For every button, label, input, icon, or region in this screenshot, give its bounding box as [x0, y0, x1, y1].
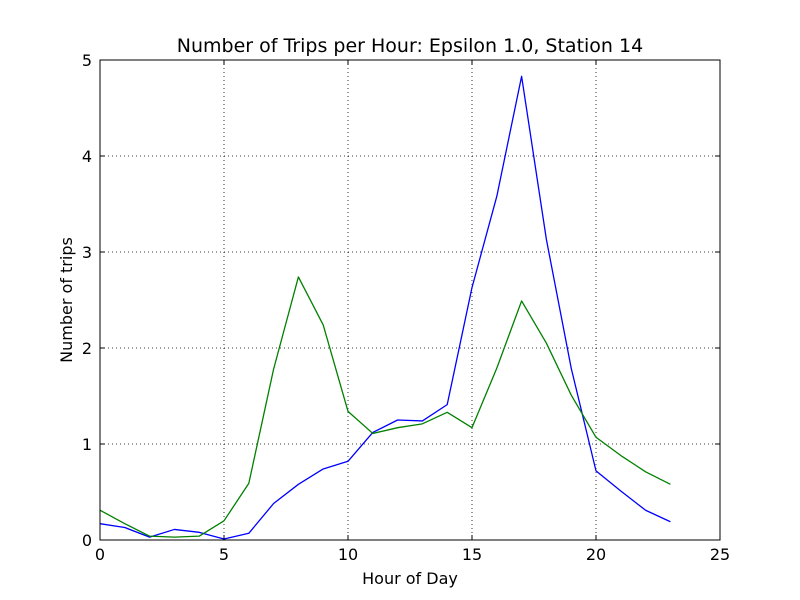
chart-title: Number of Trips per Hour: Epsilon 1.0, S… [177, 35, 643, 57]
series-line-2 [99, 276, 671, 538]
x-tick-label: 15 [462, 545, 482, 564]
x-tick-label: 5 [219, 545, 229, 564]
axis-ticks [99, 59, 721, 541]
y-tick-label: 1 [82, 435, 92, 454]
y-tick-label: 4 [82, 147, 92, 166]
x-tick-label: 10 [338, 545, 358, 564]
x-axis-label: Hour of Day [362, 569, 458, 588]
y-tick-label: 2 [82, 339, 92, 358]
x-tick-label: 0 [95, 545, 105, 564]
grid-lines [100, 60, 720, 540]
y-tick-label: 3 [82, 243, 92, 262]
series-lines [99, 75, 671, 540]
plot-frame [99, 59, 721, 541]
y-tick-label: 0 [82, 531, 92, 550]
y-axis-label: Number of trips [57, 237, 76, 363]
x-tick-label: 25 [710, 545, 730, 564]
series-line-1 [99, 75, 671, 540]
x-tick-label: 20 [586, 545, 606, 564]
y-tick-label: 5 [82, 51, 92, 70]
tick-labels: 0 5 10 15 20 25 0 1 2 3 4 5 [82, 51, 730, 564]
